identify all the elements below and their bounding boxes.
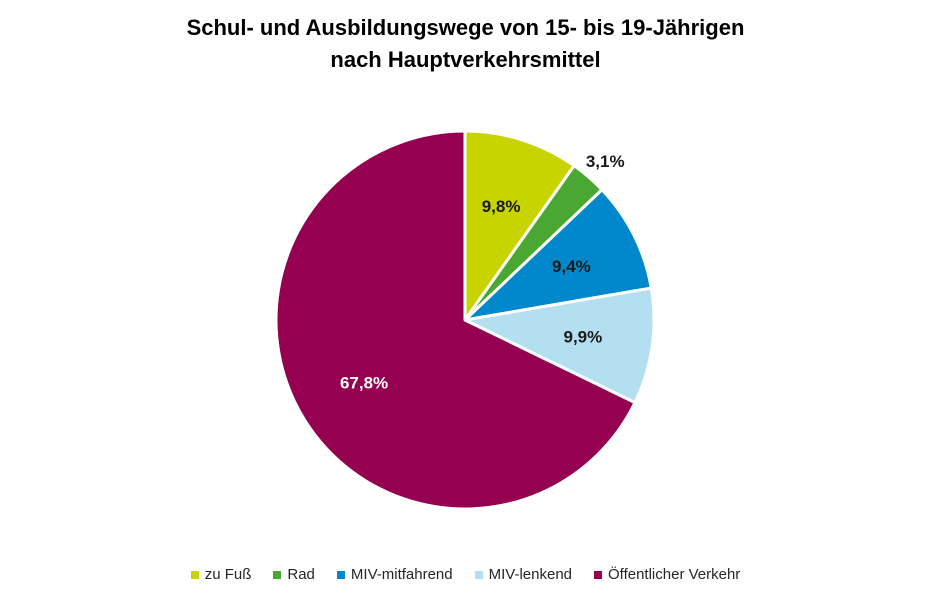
chart-legend: zu Fuß Rad MIV-mitfahrend MIV-lenkend Öf… <box>0 566 931 583</box>
chart-title-line-1: Schul- und Ausbildungswege von 15- bis 1… <box>186 15 745 40</box>
legend-item-miv-lenkend: MIV-lenkend <box>474 566 573 583</box>
pie-slice-oeffentlicher-verkehr <box>274 129 637 511</box>
legend-label-zu-fuss: zu Fuß <box>204 566 252 583</box>
data-label-miv-mitfahrend: 9,4% <box>552 257 591 276</box>
legend-label-rad: Rad <box>287 566 315 583</box>
legend-label-oeffentlicher-verkehr: Öffentlicher Verkehr <box>608 566 741 583</box>
legend-label-miv-lenkend: MIV-lenkend <box>488 566 573 583</box>
pie-slice-zu-fuss <box>463 129 576 322</box>
legend-item-oeffentlicher-verkehr: Öffentlicher Verkehr <box>594 566 740 583</box>
data-label-oeffentlicher-verkehr: 67,8% <box>340 374 388 393</box>
chart-title: Schul- und Ausbildungswege von 15- bis 1… <box>0 12 931 76</box>
legend-swatch-oeffentlicher-verkehr <box>594 570 603 579</box>
legend-swatch-miv-lenkend <box>474 570 483 579</box>
legend-swatch-rad <box>273 570 282 579</box>
pie-slice-miv-lenkend <box>463 286 656 405</box>
data-label-rad: 3,1% <box>586 152 625 171</box>
data-label-miv-lenkend: 9,9% <box>564 327 603 346</box>
legend-item-rad: Rad <box>273 566 315 583</box>
legend-item-miv-mitfahrend: MIV-mitfahrend <box>336 566 453 583</box>
legend-item-zu-fuss: zu Fuß <box>190 566 252 583</box>
legend-swatch-miv-mitfahrend <box>336 570 345 579</box>
chart-title-line-2: nach Hauptverkehrsmittel <box>330 47 601 72</box>
legend-label-miv-mitfahrend: MIV-mitfahrend <box>350 566 453 583</box>
data-label-zu-fuss: 9,8% <box>482 197 521 216</box>
pie-slice-miv-mitfahrend <box>463 188 653 322</box>
legend-swatch-zu-fuss <box>190 570 199 579</box>
